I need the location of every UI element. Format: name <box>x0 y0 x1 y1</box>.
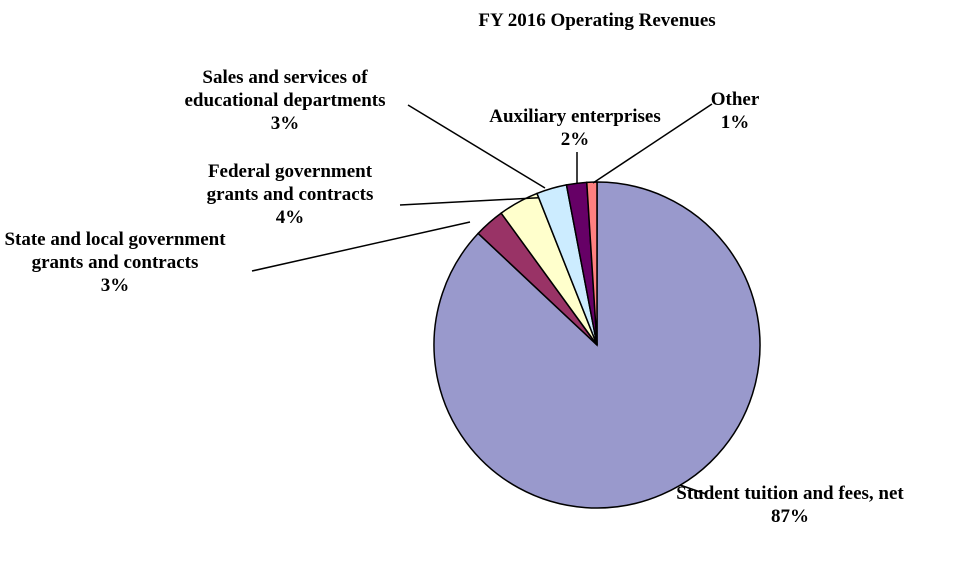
slice-label: Student tuition and fees, net 87% <box>660 482 920 528</box>
value-label: 3% <box>270 113 300 134</box>
category-label: Federal government grants and contracts <box>206 161 374 205</box>
category-label: Other <box>710 89 760 110</box>
slice-label: Other 1% <box>690 88 780 134</box>
slice-label: Sales and services of educational depart… <box>160 66 410 135</box>
slice-label: Auxiliary enterprises 2% <box>440 105 710 151</box>
leader-line <box>592 103 713 184</box>
category-label: Student tuition and fees, net <box>676 483 904 504</box>
leader-line <box>399 196 554 206</box>
slice-label: State and local government grants and co… <box>0 228 240 297</box>
value-label: 3% <box>100 275 130 296</box>
leader-line <box>407 104 546 189</box>
category-label: Sales and services of educational depart… <box>184 67 386 111</box>
value-label: 1% <box>720 112 750 133</box>
pie-slice <box>585 181 598 346</box>
value-label: 2% <box>560 129 590 150</box>
value-label: 4% <box>275 207 305 228</box>
leader-line <box>679 484 707 495</box>
value-label: 87% <box>771 506 809 527</box>
chart-title: FY 2016 Operating Revenues <box>478 10 716 31</box>
category-label: Auxiliary enterprises <box>489 106 661 127</box>
category-label: State and local government grants and co… <box>4 229 226 273</box>
slice-label: Federal government grants and contracts 4… <box>180 160 400 229</box>
leader-line <box>251 221 471 272</box>
